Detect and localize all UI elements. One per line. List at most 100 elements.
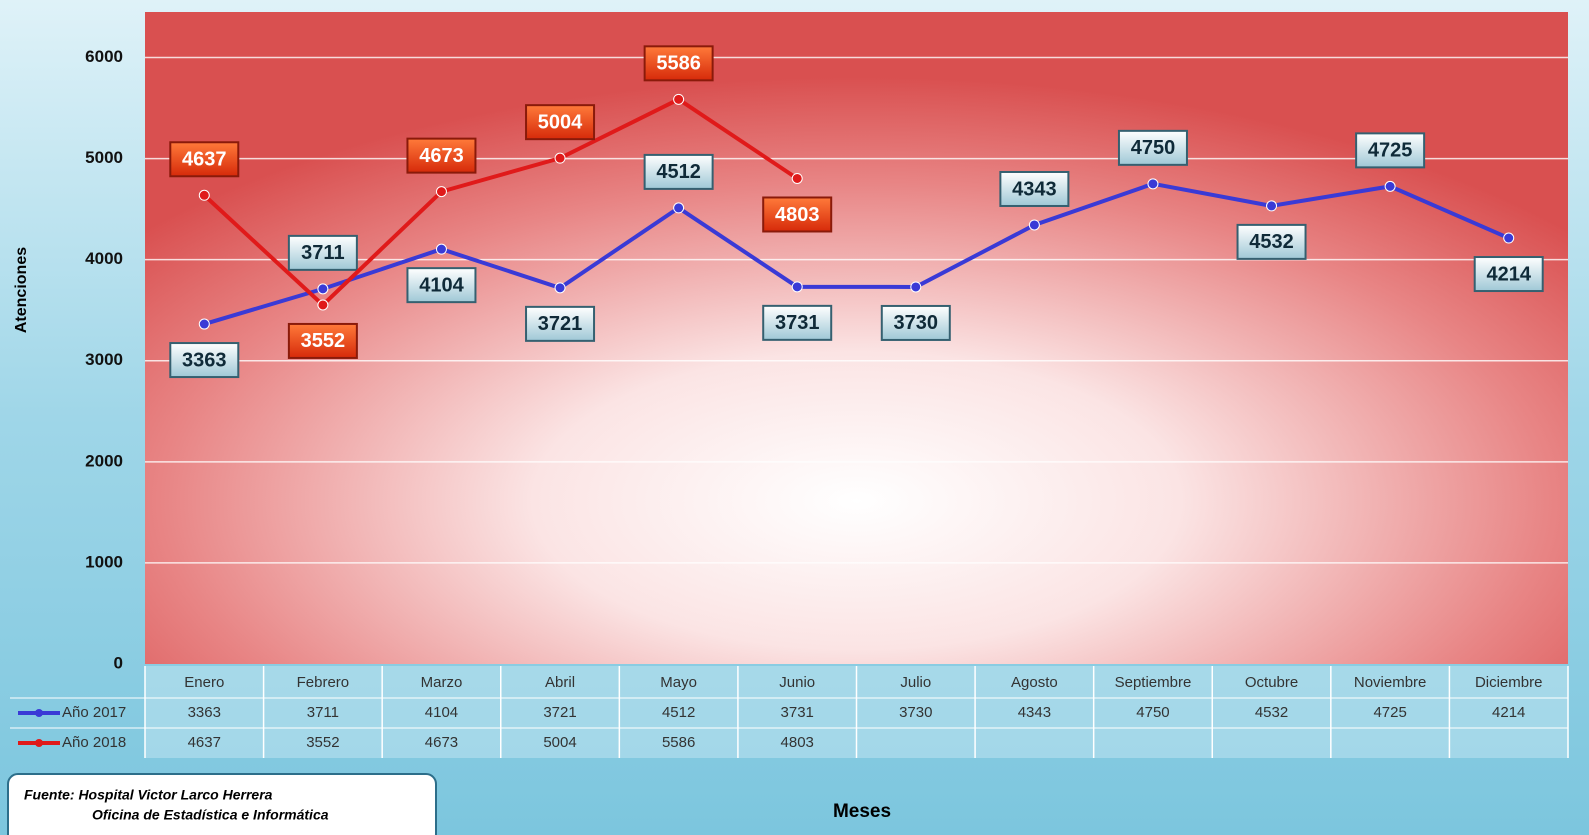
data-label: 5004 (538, 111, 583, 133)
data-label-box (1117, 129, 1188, 166)
y-tick-label: 5000 (85, 148, 123, 167)
x-tick-label: Mayo (660, 674, 697, 691)
data-label: 3721 (538, 313, 583, 335)
point (673, 93, 685, 105)
source-box (7, 773, 437, 835)
data-label: 4725 (1368, 140, 1413, 162)
y-tick-label: 2000 (85, 451, 123, 470)
table-cell: 4803 (781, 734, 814, 751)
data-label-box (999, 170, 1070, 207)
data-label-box (880, 304, 951, 341)
point (1028, 219, 1040, 231)
table-cell: 4532 (1255, 704, 1288, 721)
data-label-box (1473, 256, 1544, 293)
table-cell: 3730 (899, 704, 932, 721)
series-line (202, 97, 799, 308)
data-label-box (1236, 223, 1307, 260)
x-tick-label: Abril (545, 674, 575, 691)
point (910, 281, 922, 293)
legend-marker (35, 709, 43, 717)
point (791, 281, 803, 293)
legend-label: Año 2018 (62, 734, 126, 751)
data-label-box (643, 45, 714, 82)
data-label: 4750 (1131, 137, 1176, 159)
point (673, 202, 685, 214)
y-tick-label: 6000 (85, 47, 123, 66)
table-cell: 4637 (188, 734, 221, 751)
point (198, 189, 210, 201)
x-tick-label: Noviembre (1354, 674, 1427, 691)
x-tick-label: Julio (900, 674, 931, 691)
x-tick-label: Marzo (421, 674, 463, 691)
legend-marker (35, 739, 43, 747)
x-axis-label: Meses (833, 801, 891, 822)
point (435, 243, 447, 255)
source-line: Fuente: Hospital Victor Larco Herrera (24, 787, 273, 803)
data-label-box (525, 104, 596, 141)
point (1384, 180, 1396, 192)
data-label-box (287, 322, 358, 359)
data-label-box (1355, 132, 1426, 169)
data-label-box (762, 196, 833, 233)
data-label: 4673 (419, 145, 464, 167)
data-label: 4104 (419, 274, 464, 296)
x-tick-label: Septiembre (1115, 674, 1192, 691)
data-label-box (406, 267, 477, 304)
point (554, 152, 566, 164)
data-label: 3363 (182, 349, 227, 371)
table-cell: 3363 (188, 704, 221, 721)
table-cell: 3731 (781, 704, 814, 721)
x-tick-label: Junio (779, 674, 815, 691)
point (791, 172, 803, 184)
x-tick-label: Agosto (1011, 674, 1058, 691)
point (554, 282, 566, 294)
data-label-box (169, 342, 240, 379)
table-cell: 5586 (662, 734, 695, 751)
point (1147, 178, 1159, 190)
data-label: 4214 (1486, 263, 1531, 285)
data-label: 3552 (301, 330, 346, 352)
data-label: 4532 (1249, 231, 1294, 253)
point (317, 283, 329, 295)
data-label: 4803 (775, 204, 820, 226)
table-cell: 4104 (425, 704, 458, 721)
table-cell: 4750 (1136, 704, 1169, 721)
data-label: 3731 (775, 312, 820, 334)
table-cell: 4673 (425, 734, 458, 751)
data-label-box (406, 137, 477, 174)
data-label: 4343 (1012, 178, 1057, 200)
y-tick-label: 1000 (85, 552, 123, 571)
table-cell: 4343 (1018, 704, 1051, 721)
legend-label: Año 2017 (62, 704, 126, 721)
data-label-box (643, 153, 714, 190)
table-cell: 4214 (1492, 704, 1525, 721)
x-tick-label: Febrero (297, 674, 350, 691)
table-cell: 4512 (662, 704, 695, 721)
point (435, 186, 447, 198)
data-label-box (762, 304, 833, 341)
x-tick-label: Octubre (1245, 674, 1298, 691)
point (198, 318, 210, 330)
data-label: 3730 (894, 312, 939, 334)
data-label-box (169, 141, 240, 178)
source-line: Oficina de Estadística e Informática (92, 807, 329, 823)
data-label: 5586 (656, 53, 701, 75)
data-label-box (287, 234, 358, 271)
data-label: 4512 (656, 161, 701, 183)
table-cell: 3552 (306, 734, 339, 751)
plot-area (145, 12, 1568, 664)
y-tick-label: 0 (114, 653, 123, 672)
table-cell: 4725 (1373, 704, 1406, 721)
point (317, 299, 329, 311)
table-cell: 3711 (307, 704, 339, 721)
y-tick-label: 3000 (85, 350, 123, 369)
table-cell: 3721 (543, 704, 576, 721)
data-label: 3711 (301, 242, 344, 264)
data-label: 4637 (182, 149, 227, 171)
x-tick-label: Diciembre (1475, 674, 1543, 691)
point (1266, 200, 1278, 212)
series-line (203, 181, 1510, 326)
data-label-box (525, 305, 596, 342)
x-tick-label: Enero (184, 674, 224, 691)
